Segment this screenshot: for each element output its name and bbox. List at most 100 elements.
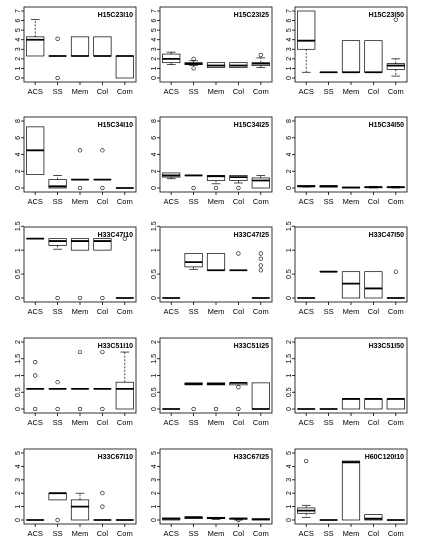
chart-title: H15C23I10 [98, 12, 134, 19]
y-tick-label: 6 [286, 19, 293, 23]
y-tick-label: 1.5 [15, 354, 22, 364]
y-tick-label: 1 [286, 373, 293, 377]
x-tick-label: Com [388, 307, 404, 316]
x-tick-label: Col [368, 307, 380, 316]
y-tick-label: 3 [15, 47, 22, 51]
box [251, 52, 270, 68]
box [341, 398, 361, 410]
y-tick-label: 8 [151, 119, 158, 123]
box [93, 36, 112, 57]
outlier-point [100, 504, 105, 509]
x-tick-label: ACS [27, 307, 42, 316]
x-tick-label: Com [388, 197, 404, 206]
box-iqr [48, 238, 67, 246]
box [162, 172, 181, 180]
y-tick-label: 2 [15, 169, 22, 173]
y-tick-label: 8 [286, 119, 293, 123]
box [251, 518, 270, 521]
y-tick-label: 0 [151, 296, 158, 300]
y-tick-label: 0.5 [151, 269, 158, 279]
x-tick-label: Com [388, 87, 404, 96]
box [341, 271, 361, 299]
y-tick-label: 1.5 [151, 221, 158, 231]
y-tick-label: 6 [15, 136, 22, 140]
x-tick-label: Mem [208, 197, 225, 206]
chart-title: H33C47I10 [98, 232, 134, 239]
outlier-point [77, 295, 83, 301]
box-iqr [70, 238, 90, 251]
x-tick-label: ACS [163, 197, 178, 206]
chart-panel: H33C51I25 0 0.5 1 1.5 2 ACS SS Mem Col Com [151, 337, 273, 427]
x-tick-label: Col [368, 87, 380, 96]
y-tick-label: 4 [15, 38, 22, 42]
x-tick-label: Mem [343, 307, 360, 316]
y-tick-label: 0 [286, 76, 293, 80]
chart-panel: H15C34I25 0 2 4 6 8 ACS SS Mem Col Com [151, 116, 273, 206]
outlier-point [191, 66, 196, 71]
y-tick-label: 6 [151, 19, 158, 23]
outlier-point [258, 52, 263, 58]
outlier-point [55, 295, 60, 301]
outlier-point [33, 406, 38, 412]
box [206, 516, 226, 520]
x-tick-label: SS [189, 87, 199, 96]
x-tick-label: Mem [72, 529, 89, 538]
outlier-point [33, 373, 38, 378]
y-tick-label: 0 [15, 186, 22, 190]
box [297, 185, 316, 188]
y-tick-label: 4 [286, 464, 293, 468]
y-tick-label: 4 [151, 38, 158, 42]
outlier-point [236, 406, 241, 412]
x-tick-label: Col [97, 529, 109, 538]
x-tick-label: Mem [208, 307, 225, 316]
box [48, 492, 67, 523]
chart-panel: H33C47I25 0 0.5 1 1.5 ACS SS Mem Col Com [151, 221, 273, 316]
y-tick-label: 0 [151, 186, 158, 190]
box-iqr [297, 10, 316, 50]
x-tick-label: Col [233, 418, 245, 427]
x-tick-label: SS [53, 307, 63, 316]
box-iqr [206, 253, 226, 271]
y-tick-label: 3 [286, 478, 293, 482]
x-tick-label: Com [117, 87, 133, 96]
y-tick-label: 7 [151, 9, 158, 13]
box [319, 185, 338, 188]
y-tick-label: 1.5 [15, 221, 22, 231]
outlier-point [191, 185, 196, 191]
box [48, 36, 67, 81]
box [93, 491, 112, 521]
x-tick-label: Mem [72, 307, 89, 316]
y-tick-label: 4 [151, 464, 158, 468]
box [364, 185, 383, 189]
x-tick-label: SS [324, 529, 334, 538]
outlier-point [258, 251, 263, 256]
box-iqr [341, 398, 361, 410]
x-tick-label: SS [53, 197, 63, 206]
outlier-point [122, 236, 127, 241]
x-tick-label: Mem [208, 529, 225, 538]
x-tick-label: ACS [163, 87, 178, 96]
outlier-point [258, 268, 263, 273]
box [251, 251, 270, 299]
x-tick-label: ACS [298, 529, 313, 538]
chart-panel: H15C34I50 0 2 4 6 8 ACS SS Mem Col Com [286, 116, 408, 206]
outlier-point [236, 185, 241, 191]
box [229, 251, 248, 272]
box [229, 62, 248, 68]
chart-title: H33C51I25 [234, 343, 270, 350]
x-tick-label: Mem [343, 529, 360, 538]
x-tick-label: Com [253, 529, 269, 538]
y-tick-label: 4 [286, 38, 293, 42]
x-tick-label: ACS [163, 418, 178, 427]
x-tick-label: Com [253, 87, 269, 96]
box [386, 185, 405, 189]
x-tick-label: SS [324, 418, 334, 427]
chart-panel: H15C23I10 0 1 2 3 4 5 6 7 ACS SS Mem Col Com [15, 6, 137, 96]
x-tick-label: Col [233, 307, 245, 316]
box-iqr [251, 382, 270, 410]
y-tick-label: 0 [286, 407, 293, 411]
x-tick-label: SS [189, 529, 199, 538]
chart-panel: H15C34I10 0 2 4 6 8 ACS SS Mem Col Com [15, 116, 137, 206]
box-iqr [115, 55, 134, 79]
y-tick-label: 4 [15, 152, 22, 156]
